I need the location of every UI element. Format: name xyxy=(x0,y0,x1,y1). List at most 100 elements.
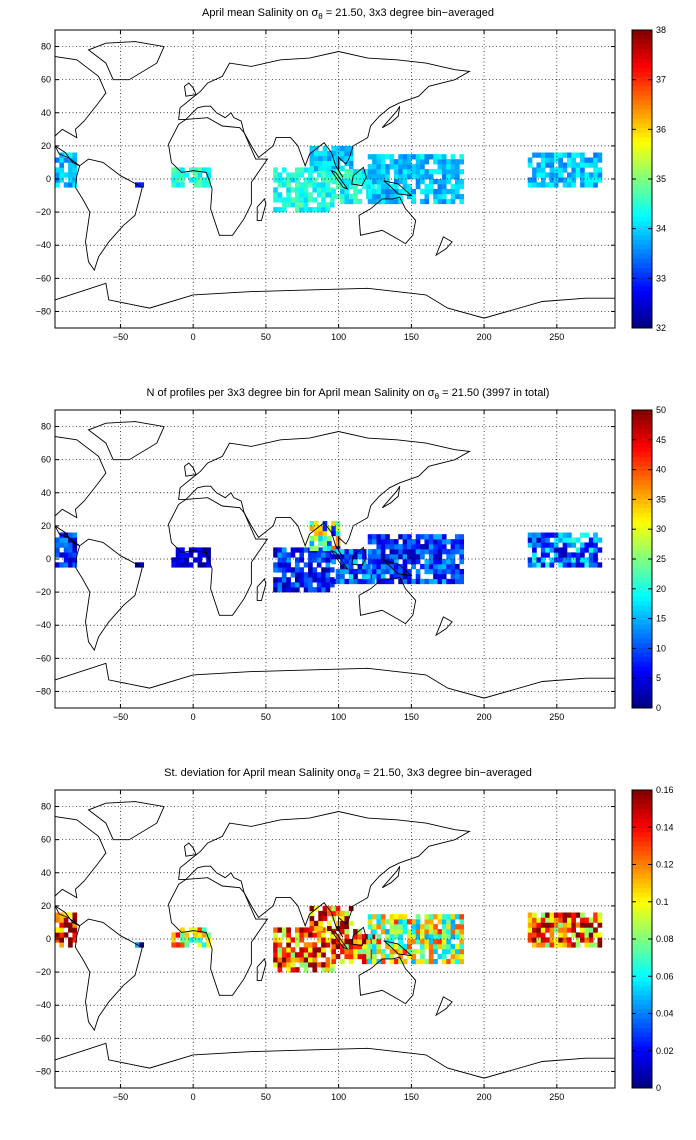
data-cell xyxy=(372,914,377,920)
colorbar-swatch xyxy=(632,901,652,907)
data-cell xyxy=(322,160,328,167)
data-cell xyxy=(433,559,438,565)
data-cell xyxy=(558,912,563,918)
colorbar-swatch xyxy=(632,803,652,810)
data-cell xyxy=(321,572,326,578)
data-cell xyxy=(545,157,550,163)
data-cell xyxy=(277,962,283,968)
data-cell xyxy=(455,159,460,165)
data-cell xyxy=(344,193,350,200)
data-cell xyxy=(309,150,315,157)
data-cell xyxy=(273,547,278,553)
data-cell xyxy=(372,159,377,165)
colorbar-swatch xyxy=(632,1027,652,1033)
colorbar-swatch xyxy=(632,323,652,329)
data-cell xyxy=(562,937,568,943)
data-cell xyxy=(450,568,456,575)
data-cell xyxy=(344,145,350,152)
data-cell xyxy=(441,154,447,160)
data-cell xyxy=(72,562,78,568)
colorbar-swatch xyxy=(632,971,652,977)
colorbar-swatch xyxy=(632,864,652,870)
data-cell xyxy=(562,557,568,563)
data-cell xyxy=(335,150,341,157)
colorbar-swatch xyxy=(632,286,652,292)
data-cell xyxy=(450,183,456,190)
data-cell xyxy=(171,172,177,178)
y-tick-label: −40 xyxy=(36,240,51,250)
data-cell xyxy=(411,188,417,195)
data-cell xyxy=(380,154,386,160)
data-cell xyxy=(407,193,412,200)
data-cell xyxy=(372,929,377,935)
data-cell xyxy=(567,152,572,158)
data-cell xyxy=(450,578,456,585)
data-cell xyxy=(348,198,354,205)
data-cell xyxy=(385,164,390,170)
data-cell xyxy=(367,559,373,565)
data-cell xyxy=(313,925,319,932)
data-cell xyxy=(389,948,395,955)
data-cell xyxy=(348,559,354,565)
data-cell xyxy=(281,582,287,588)
data-cell xyxy=(184,937,190,943)
data-cell xyxy=(437,154,443,160)
data-cell xyxy=(72,167,78,173)
colorbar-swatch xyxy=(632,638,652,644)
data-cell xyxy=(584,172,590,178)
data-cell xyxy=(299,552,305,558)
data-cell xyxy=(415,914,421,920)
colorbar-swatch xyxy=(632,939,652,945)
data-cell xyxy=(72,182,78,188)
data-cell xyxy=(353,559,358,565)
data-cell xyxy=(424,188,430,195)
data-cell xyxy=(446,924,451,930)
data-cell xyxy=(303,967,309,973)
data-cell xyxy=(588,562,594,568)
data-cell xyxy=(55,927,60,933)
data-cell xyxy=(348,145,354,152)
data-cell xyxy=(303,577,309,583)
data-cell xyxy=(321,577,326,583)
data-cell xyxy=(325,552,331,558)
data-cell xyxy=(562,562,568,568)
data-cell xyxy=(450,164,456,170)
data-cell xyxy=(303,932,309,938)
data-cell xyxy=(411,958,417,965)
colorbar-swatch xyxy=(632,262,652,268)
data-cell xyxy=(441,549,447,555)
data-cell xyxy=(299,927,305,933)
data-cell xyxy=(380,549,386,555)
data-cell xyxy=(327,925,332,932)
coastline xyxy=(358,196,417,245)
data-cell xyxy=(402,169,408,175)
data-cell xyxy=(553,552,559,558)
data-cell xyxy=(455,183,460,190)
data-cell xyxy=(433,169,438,175)
data-cell xyxy=(437,568,443,575)
data-cell xyxy=(532,547,537,553)
data-cell xyxy=(321,187,326,193)
colorbar-tick-label: 34 xyxy=(656,224,666,234)
data-cell xyxy=(393,929,399,935)
data-cell xyxy=(348,160,354,167)
colorbar-swatch xyxy=(632,137,652,143)
colorbar-swatch xyxy=(632,831,652,837)
data-cell xyxy=(398,554,403,560)
y-tick-label: 0 xyxy=(46,554,51,564)
data-cell xyxy=(312,962,318,968)
data-cell xyxy=(424,169,430,175)
data-cell xyxy=(402,958,408,965)
data-cell xyxy=(312,947,318,953)
data-cell xyxy=(316,182,322,188)
data-cell xyxy=(558,537,563,543)
data-cell xyxy=(361,568,367,575)
data-cell xyxy=(567,917,572,923)
data-cell xyxy=(329,197,335,203)
data-cell xyxy=(433,539,438,545)
data-cell xyxy=(424,193,430,200)
y-tick-label: 80 xyxy=(41,802,51,812)
data-cell xyxy=(308,182,313,188)
data-cell xyxy=(580,557,585,563)
